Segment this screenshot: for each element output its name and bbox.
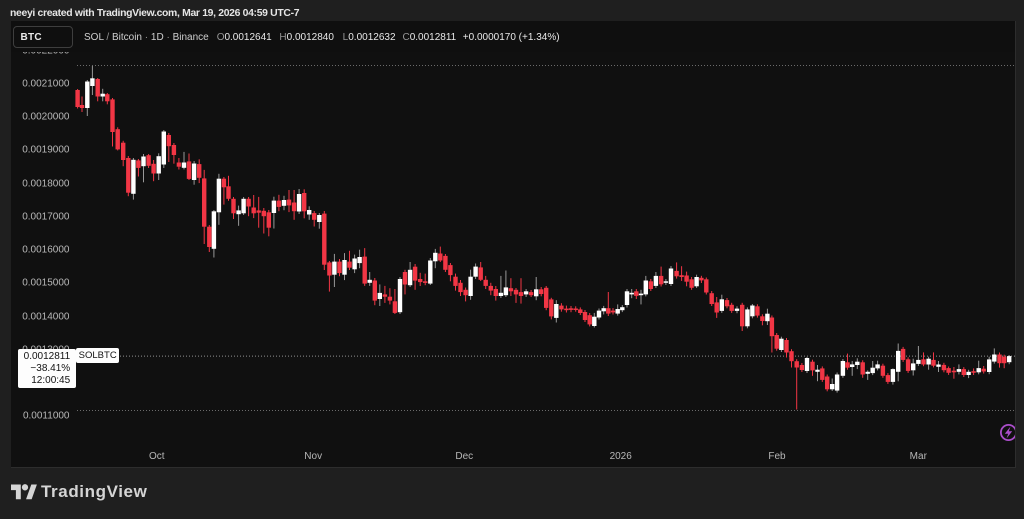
svg-text:TradingView: TradingView xyxy=(41,482,148,501)
